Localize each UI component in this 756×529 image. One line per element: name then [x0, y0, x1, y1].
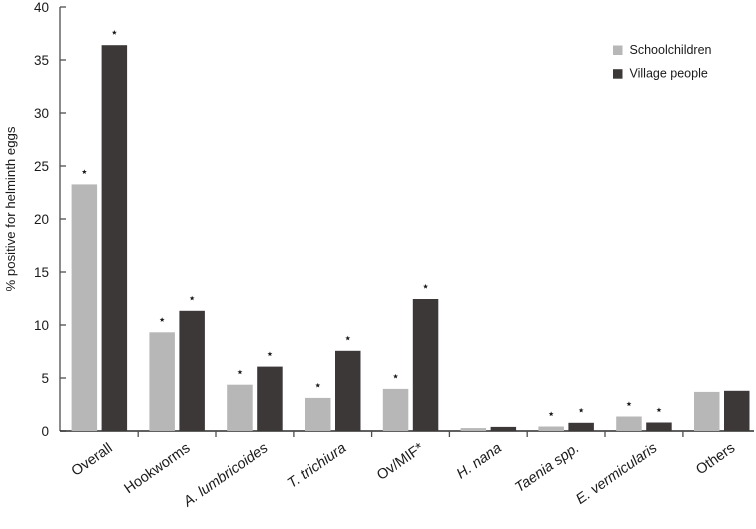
- svg-text:Ov/MIF*: Ov/MIF*: [374, 440, 427, 484]
- svg-text:Hookworms: Hookworms: [122, 440, 194, 497]
- svg-text:20: 20: [34, 212, 49, 227]
- svg-text:Village people: Village people: [630, 67, 708, 81]
- svg-text:40: 40: [34, 0, 49, 15]
- svg-text:% positive for helminth eggs: % positive for helminth eggs: [3, 126, 18, 291]
- svg-text:25: 25: [34, 159, 49, 174]
- svg-text:35: 35: [34, 53, 49, 68]
- svg-text:5: 5: [41, 371, 49, 386]
- svg-text:Overall: Overall: [69, 440, 116, 479]
- svg-text:0: 0: [41, 424, 49, 439]
- svg-text:H. nana: H. nana: [454, 440, 505, 482]
- svg-text:Schoolchildren: Schoolchildren: [630, 43, 712, 57]
- svg-text:10: 10: [34, 318, 49, 333]
- svg-text:T. trichiura: T. trichiura: [285, 440, 349, 492]
- svg-text:Taenia spp.: Taenia spp.: [512, 440, 582, 496]
- svg-text:A. lumbricoides: A. lumbricoides: [180, 440, 271, 511]
- svg-text:E. vermicularis: E. vermicularis: [573, 440, 660, 508]
- svg-text:30: 30: [34, 106, 49, 121]
- svg-text:Others: Others: [693, 440, 738, 478]
- svg-text:15: 15: [34, 265, 49, 280]
